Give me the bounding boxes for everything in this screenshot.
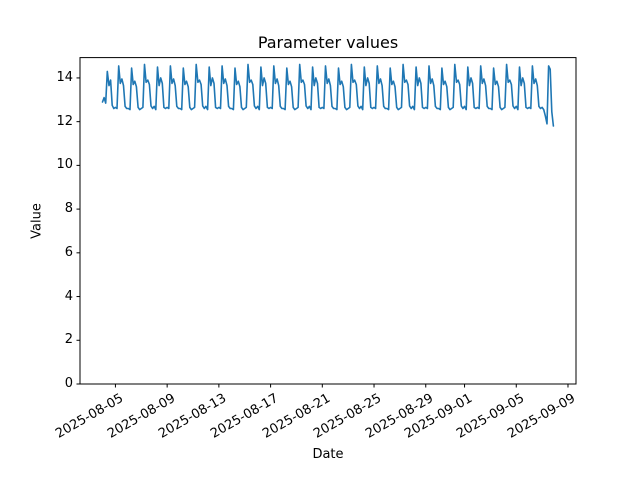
data-line	[101, 63, 555, 127]
y-tick-label: 12	[56, 113, 73, 129]
y-tick-label: 2	[64, 332, 73, 348]
plot-area	[79, 57, 577, 385]
y-tick-label: 10	[56, 157, 73, 173]
axis-ticks	[76, 77, 569, 388]
y-tick-label: 8	[64, 201, 73, 217]
y-tick-label: 0	[64, 376, 73, 391]
y-tick-label: 6	[64, 244, 73, 260]
y-tick-label: 4	[64, 288, 73, 304]
x-axis-label: Date	[312, 447, 344, 462]
chart-title: Parameter values	[257, 33, 399, 52]
y-tick-label: 14	[56, 69, 73, 85]
